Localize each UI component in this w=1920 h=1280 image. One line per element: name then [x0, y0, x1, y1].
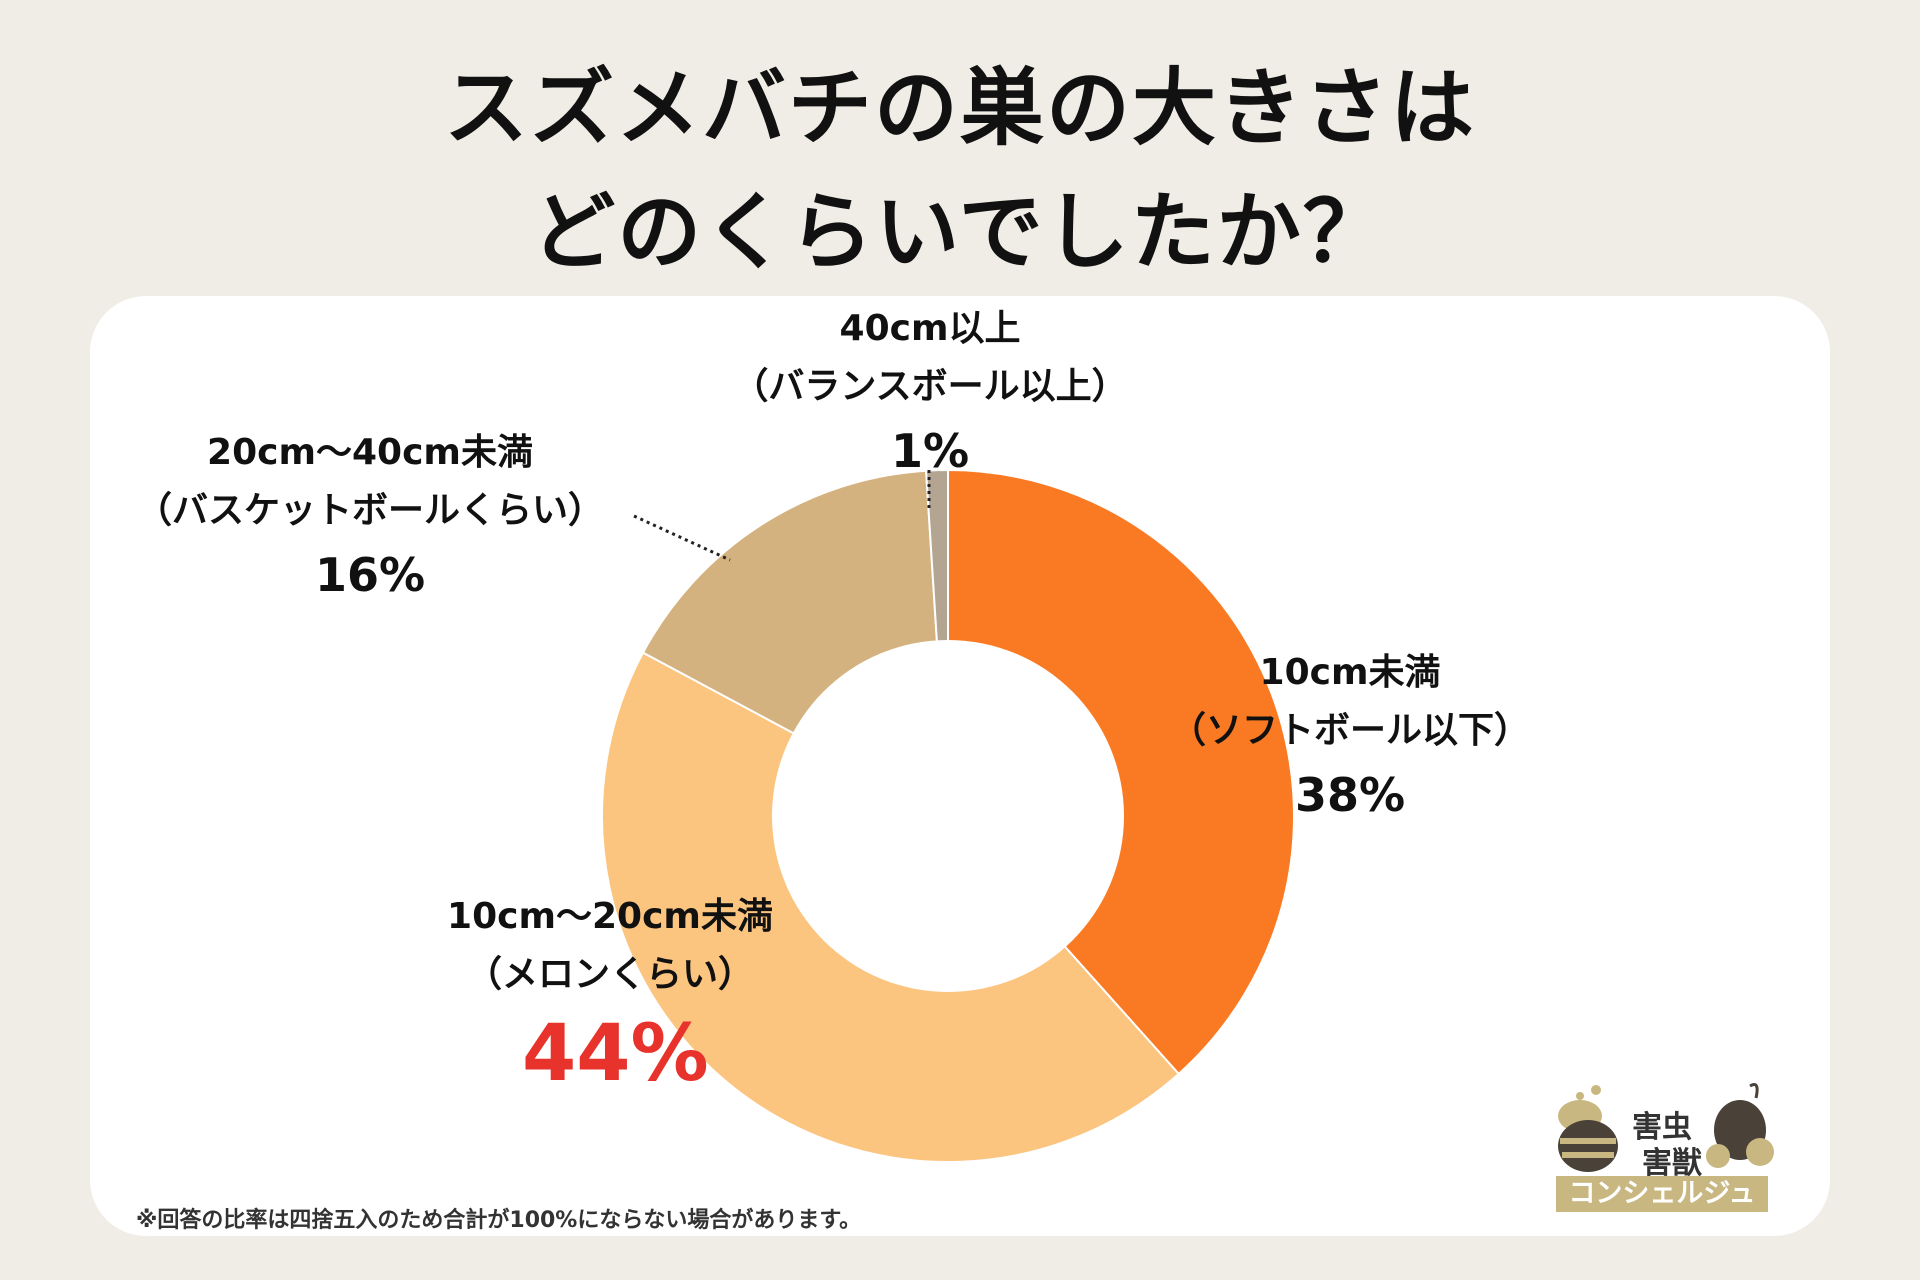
footnote: ※回答の比率は四捨五入のため合計が100%にならない場合があります。 — [136, 1208, 862, 1233]
chart-title-line2: どのくらいでしたか？ — [531, 183, 1389, 281]
slice-percent: 1% — [890, 424, 970, 478]
slice-label-under-10cm: 10cm未満 （ソフトボール以下） 38% — [1140, 644, 1560, 830]
slice-sublabel: （メロンくらい） — [465, 954, 754, 995]
logo-text-line1: 害虫 — [1632, 1110, 1692, 1145]
slice-sublabel: （バスケットボールくらい） — [135, 490, 604, 531]
slice-category: 20cm〜40cm未満 — [207, 432, 533, 473]
chart-title-line1: スズメバチの巣の大きさは — [443, 59, 1476, 157]
brand-logo: 害虫 害獣 コンシェルジュ — [1550, 1080, 1780, 1215]
slice-percent: 38% — [1294, 768, 1406, 822]
logo-text-line2: 害獣 — [1642, 1146, 1702, 1181]
slice-label-40cm-plus: 40cm以上 （バランスボール以上） 1% — [700, 300, 1160, 486]
chart-title: スズメバチの巣の大きさは どのくらいでしたか？ — [0, 46, 1920, 294]
slice-percent: 16% — [314, 548, 426, 602]
slice-sublabel: （ソフトボール以下） — [1169, 710, 1530, 751]
leader-line-20cm — [633, 514, 731, 562]
mouse-icon — [1706, 1083, 1774, 1168]
slice-category: 40cm以上 — [839, 308, 1021, 349]
slice-sublabel: （バランスボール以上） — [732, 366, 1128, 407]
bee-icon — [1558, 1085, 1618, 1172]
donut-hole — [772, 640, 1124, 992]
slice-label-10-20cm: 10cm〜20cm未満 （メロンくらい） 44% — [400, 888, 820, 1104]
slice-label-20-40cm: 20cm〜40cm未満 （バスケットボールくらい） 16% — [120, 424, 620, 610]
donut-slice-0 — [947, 468, 1295, 1076]
slice-percent-highlight: 44% — [522, 1009, 709, 1099]
logo-band: コンシェルジュ — [1556, 1176, 1768, 1212]
slice-category: 10cm未満 — [1259, 652, 1441, 693]
slice-category: 10cm〜20cm未満 — [447, 896, 773, 937]
